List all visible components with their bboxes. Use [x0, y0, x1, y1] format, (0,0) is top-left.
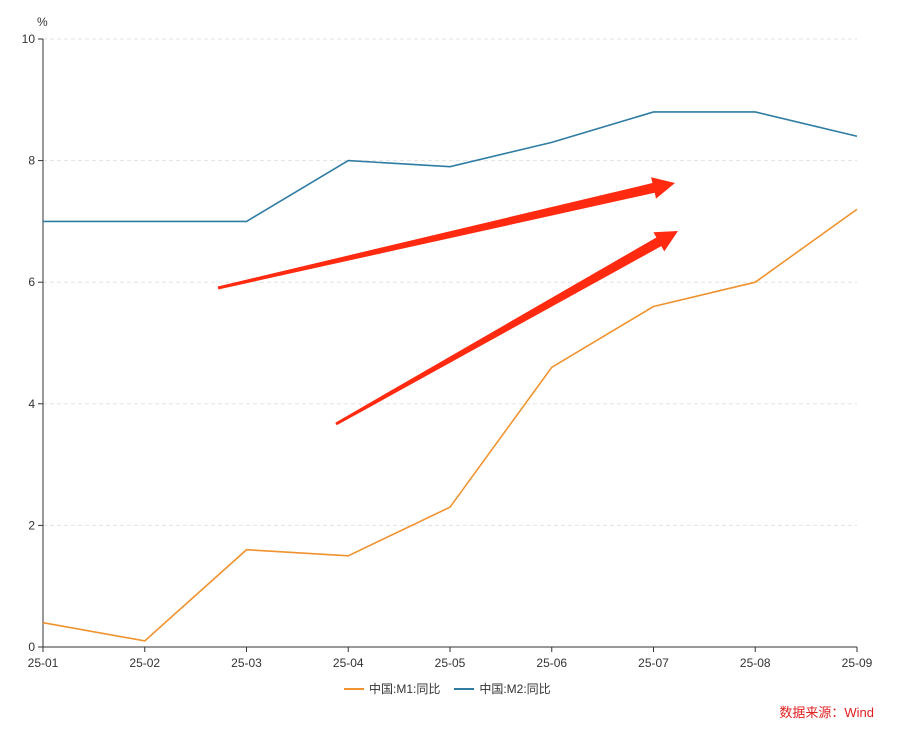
- annotation-arrow-2: [335, 231, 678, 426]
- x-tick-label: 25-05: [435, 656, 466, 670]
- y-tick-label: 10: [22, 32, 36, 46]
- x-tick-label: 25-01: [28, 656, 59, 670]
- y-tick-label: 2: [28, 518, 35, 532]
- data-source: 数据来源：Wind: [779, 705, 874, 720]
- x-tick-label: 25-08: [740, 656, 771, 670]
- x-tick-label: 25-07: [638, 656, 669, 670]
- x-tick-label: 25-03: [231, 656, 262, 670]
- y-tick-label: 6: [28, 275, 35, 289]
- x-tick-label: 25-06: [536, 656, 567, 670]
- legend-item-m1[interactable]: 中国:M1:同比: [344, 680, 440, 697]
- y-axis-unit: %: [37, 15, 48, 29]
- x-tick-label: 25-04: [333, 656, 364, 670]
- y-tick-label: 8: [28, 154, 35, 168]
- legend: 中国:M1:同比 中国:M2:同比: [344, 680, 551, 697]
- annotation-arrow-1: [217, 177, 675, 290]
- y-tick-label: 4: [28, 397, 35, 411]
- legend-item-m2[interactable]: 中国:M2:同比: [454, 680, 551, 697]
- legend-swatch-m1: [344, 687, 364, 690]
- x-tick-label: 25-09: [842, 656, 873, 670]
- legend-label-m1: 中国:M1:同比: [369, 682, 441, 696]
- legend-label-m2: 中国:M2:同比: [479, 682, 551, 696]
- y-tick-label: 0: [28, 640, 35, 654]
- series-line-1: [42, 208, 858, 642]
- legend-swatch-m2: [454, 687, 475, 690]
- x-tick-label: 25-02: [129, 656, 160, 670]
